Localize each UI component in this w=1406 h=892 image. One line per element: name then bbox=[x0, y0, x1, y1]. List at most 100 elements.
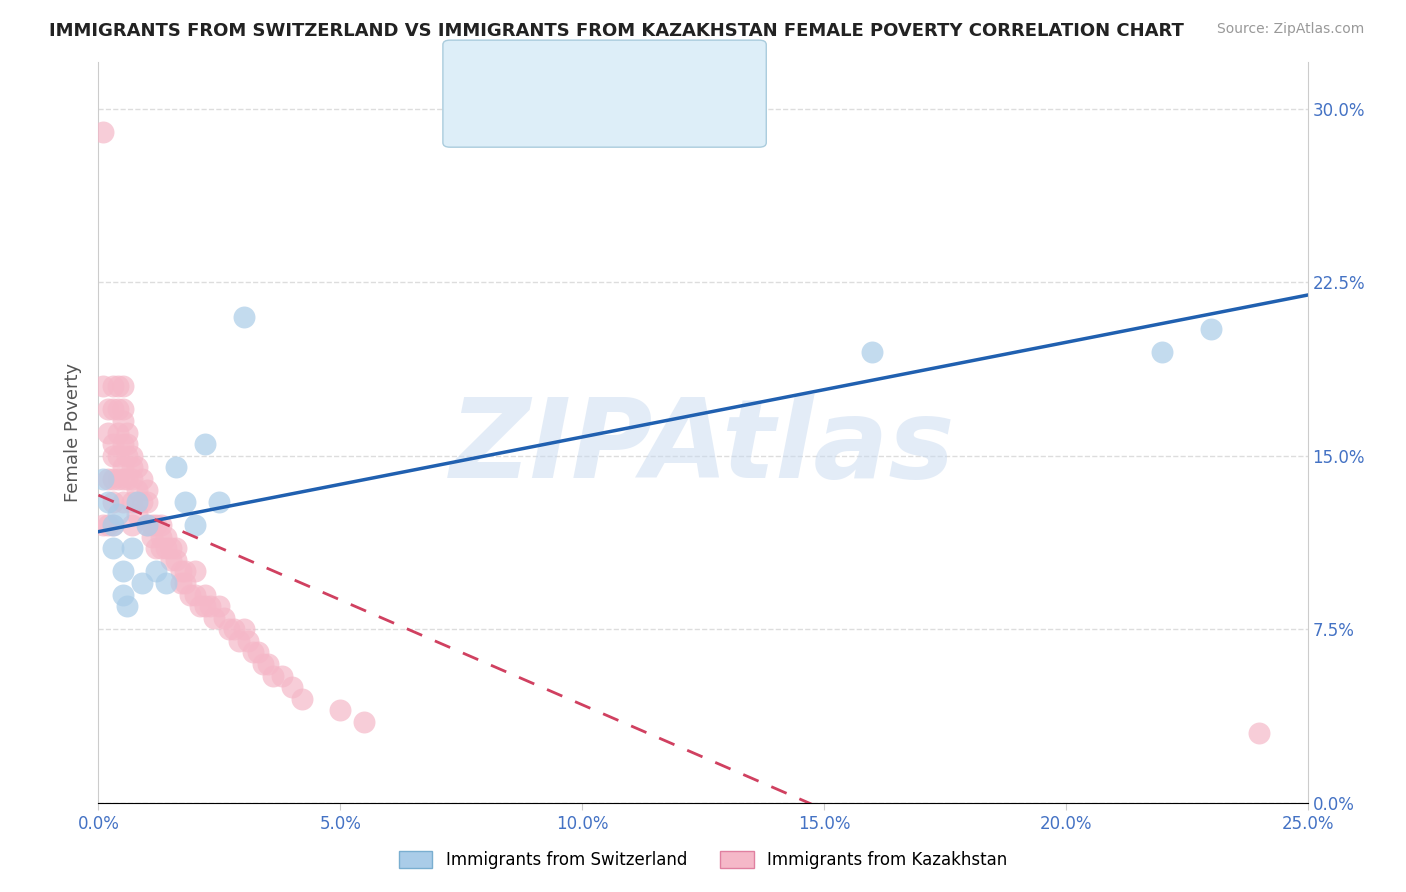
Y-axis label: Female Poverty: Female Poverty bbox=[65, 363, 83, 502]
Point bbox=[353, 714, 375, 729]
Point bbox=[150, 518, 173, 533]
Point bbox=[271, 668, 294, 682]
Point bbox=[111, 495, 134, 509]
Point bbox=[155, 576, 177, 591]
Point bbox=[232, 310, 254, 324]
Point bbox=[107, 507, 129, 521]
Point bbox=[160, 553, 183, 567]
Point bbox=[150, 530, 173, 544]
Point bbox=[1249, 726, 1271, 740]
Point bbox=[155, 541, 177, 556]
Point bbox=[111, 437, 134, 451]
Point bbox=[184, 565, 207, 579]
Point bbox=[131, 576, 153, 591]
Text: ZIPAtlas: ZIPAtlas bbox=[450, 394, 956, 501]
Point bbox=[165, 541, 187, 556]
Point bbox=[127, 483, 149, 498]
Point bbox=[184, 588, 207, 602]
Point bbox=[135, 518, 157, 533]
Point bbox=[97, 402, 120, 417]
Point bbox=[101, 518, 124, 533]
Point bbox=[290, 691, 312, 706]
Point bbox=[101, 472, 124, 486]
Point bbox=[165, 460, 187, 475]
Point bbox=[91, 518, 114, 533]
Point bbox=[111, 402, 134, 417]
Point bbox=[222, 622, 245, 636]
Point bbox=[127, 495, 149, 509]
Point bbox=[107, 472, 129, 486]
Point bbox=[262, 668, 284, 682]
Point bbox=[117, 472, 139, 486]
Point bbox=[174, 565, 197, 579]
Point bbox=[101, 402, 124, 417]
Point bbox=[101, 437, 124, 451]
Point bbox=[121, 495, 143, 509]
Point bbox=[194, 588, 217, 602]
Point bbox=[121, 460, 143, 475]
Point bbox=[127, 507, 149, 521]
Point bbox=[150, 541, 173, 556]
Point bbox=[228, 633, 250, 648]
Bar bbox=[461, 101, 485, 130]
Point bbox=[155, 530, 177, 544]
Point bbox=[141, 518, 163, 533]
Point bbox=[145, 518, 167, 533]
Point bbox=[101, 379, 124, 393]
Point bbox=[107, 449, 129, 463]
Text: R = 0.059   N = 86: R = 0.059 N = 86 bbox=[495, 105, 679, 124]
Point bbox=[111, 460, 134, 475]
Point bbox=[101, 449, 124, 463]
Bar bbox=[461, 60, 485, 89]
Text: R = 0.154   N = 23: R = 0.154 N = 23 bbox=[495, 64, 679, 83]
Point bbox=[131, 472, 153, 486]
Point bbox=[247, 645, 270, 659]
Point bbox=[145, 541, 167, 556]
Point bbox=[127, 460, 149, 475]
Point bbox=[111, 379, 134, 393]
Text: Source: ZipAtlas.com: Source: ZipAtlas.com bbox=[1216, 22, 1364, 37]
Point bbox=[208, 495, 231, 509]
Point bbox=[165, 553, 187, 567]
Point bbox=[135, 518, 157, 533]
Point bbox=[204, 610, 226, 624]
Point bbox=[101, 518, 124, 533]
Point bbox=[97, 472, 120, 486]
Point bbox=[101, 495, 124, 509]
Point bbox=[141, 530, 163, 544]
Point bbox=[174, 495, 197, 509]
Point bbox=[281, 680, 304, 694]
Point bbox=[184, 518, 207, 533]
Point bbox=[117, 449, 139, 463]
Point bbox=[107, 402, 129, 417]
Point bbox=[111, 414, 134, 428]
Point bbox=[107, 425, 129, 440]
Text: IMMIGRANTS FROM SWITZERLAND VS IMMIGRANTS FROM KAZAKHSTAN FEMALE POVERTY CORRELA: IMMIGRANTS FROM SWITZERLAND VS IMMIGRANT… bbox=[49, 22, 1184, 40]
Point bbox=[131, 495, 153, 509]
Point bbox=[121, 518, 143, 533]
Point bbox=[91, 379, 114, 393]
Point bbox=[97, 495, 120, 509]
Point bbox=[117, 599, 139, 614]
Point bbox=[252, 657, 274, 671]
Legend: Immigrants from Switzerland, Immigrants from Kazakhstan: Immigrants from Switzerland, Immigrants … bbox=[392, 845, 1014, 876]
Point bbox=[174, 576, 197, 591]
Point bbox=[208, 599, 231, 614]
Point bbox=[169, 565, 191, 579]
Point bbox=[329, 703, 352, 717]
Point bbox=[135, 483, 157, 498]
Point bbox=[198, 599, 221, 614]
Point bbox=[135, 495, 157, 509]
Point bbox=[194, 599, 217, 614]
Point bbox=[97, 518, 120, 533]
Point bbox=[188, 599, 211, 614]
Point bbox=[97, 425, 120, 440]
Point bbox=[121, 472, 143, 486]
Point bbox=[256, 657, 278, 671]
Point bbox=[1199, 321, 1222, 335]
Point bbox=[1152, 344, 1174, 359]
Point bbox=[111, 588, 134, 602]
Point bbox=[91, 472, 114, 486]
Point bbox=[145, 565, 167, 579]
Point bbox=[242, 645, 264, 659]
